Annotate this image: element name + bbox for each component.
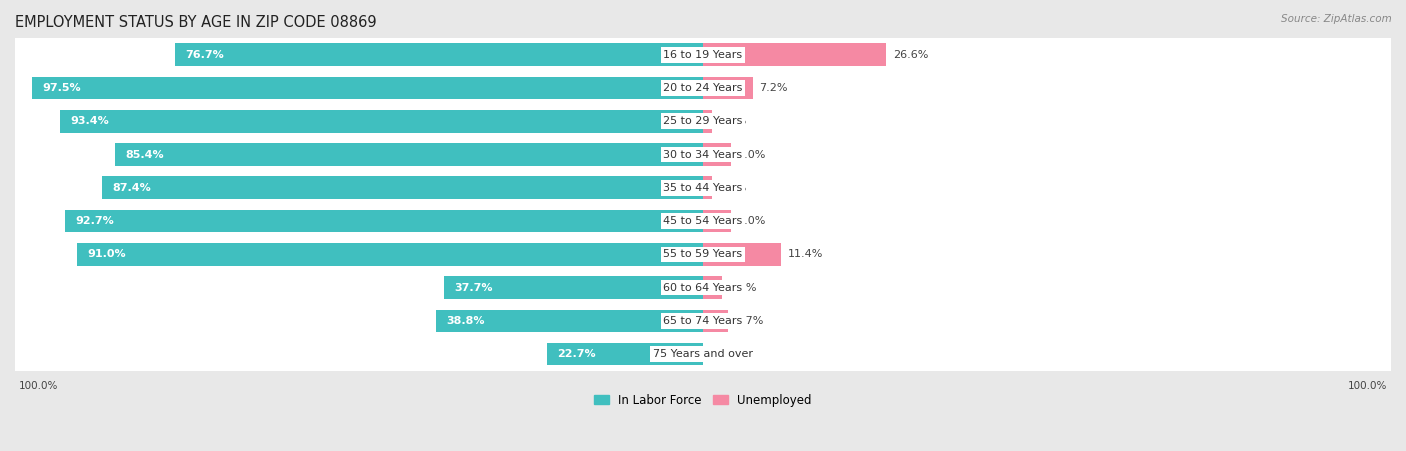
- Text: 1.3%: 1.3%: [718, 116, 747, 126]
- Text: 55 to 59 Years: 55 to 59 Years: [664, 249, 742, 259]
- Bar: [444, 276, 703, 299]
- Text: 93.4%: 93.4%: [70, 116, 110, 126]
- FancyBboxPatch shape: [14, 218, 1392, 290]
- Bar: [703, 243, 782, 266]
- Text: 26.6%: 26.6%: [893, 50, 928, 60]
- Text: 91.0%: 91.0%: [87, 249, 127, 259]
- Text: 1.3%: 1.3%: [718, 183, 747, 193]
- Bar: [32, 77, 703, 99]
- Legend: In Labor Force, Unemployed: In Labor Force, Unemployed: [589, 389, 817, 411]
- Bar: [703, 309, 728, 332]
- FancyBboxPatch shape: [14, 285, 1392, 357]
- Bar: [176, 43, 703, 66]
- FancyBboxPatch shape: [14, 52, 1392, 124]
- Text: 60 to 64 Years: 60 to 64 Years: [664, 283, 742, 293]
- Text: 45 to 54 Years: 45 to 54 Years: [664, 216, 742, 226]
- Text: 4.0%: 4.0%: [737, 216, 766, 226]
- Text: 97.5%: 97.5%: [42, 83, 82, 93]
- Text: EMPLOYMENT STATUS BY AGE IN ZIP CODE 08869: EMPLOYMENT STATUS BY AGE IN ZIP CODE 088…: [15, 15, 377, 30]
- Text: 0.0%: 0.0%: [710, 349, 738, 359]
- Text: 16 to 19 Years: 16 to 19 Years: [664, 50, 742, 60]
- Bar: [115, 143, 703, 166]
- Text: 37.7%: 37.7%: [454, 283, 492, 293]
- FancyBboxPatch shape: [14, 19, 1392, 91]
- Bar: [703, 143, 731, 166]
- Bar: [703, 43, 886, 66]
- Text: 7.2%: 7.2%: [759, 83, 787, 93]
- Bar: [436, 309, 703, 332]
- Text: 85.4%: 85.4%: [125, 150, 165, 160]
- FancyBboxPatch shape: [14, 119, 1392, 190]
- Text: 20 to 24 Years: 20 to 24 Years: [664, 83, 742, 93]
- Text: 11.4%: 11.4%: [789, 249, 824, 259]
- Text: 87.4%: 87.4%: [112, 183, 150, 193]
- FancyBboxPatch shape: [14, 185, 1392, 257]
- Text: 100.0%: 100.0%: [1348, 381, 1388, 391]
- Text: 75 Years and over: 75 Years and over: [652, 349, 754, 359]
- Bar: [60, 110, 703, 133]
- Bar: [703, 77, 752, 99]
- Text: 4.0%: 4.0%: [737, 150, 766, 160]
- Text: Source: ZipAtlas.com: Source: ZipAtlas.com: [1281, 14, 1392, 23]
- Text: 2.7%: 2.7%: [728, 283, 756, 293]
- Bar: [703, 276, 721, 299]
- Bar: [703, 176, 711, 199]
- Bar: [547, 343, 703, 365]
- Text: 30 to 34 Years: 30 to 34 Years: [664, 150, 742, 160]
- Bar: [65, 210, 703, 232]
- Bar: [703, 210, 731, 232]
- Text: 100.0%: 100.0%: [18, 381, 58, 391]
- Text: 25 to 29 Years: 25 to 29 Years: [664, 116, 742, 126]
- Bar: [703, 110, 711, 133]
- Text: 35 to 44 Years: 35 to 44 Years: [664, 183, 742, 193]
- Text: 65 to 74 Years: 65 to 74 Years: [664, 316, 742, 326]
- FancyBboxPatch shape: [14, 318, 1392, 390]
- Bar: [101, 176, 703, 199]
- Text: 76.7%: 76.7%: [186, 50, 225, 60]
- Bar: [77, 243, 703, 266]
- Text: 92.7%: 92.7%: [76, 216, 114, 226]
- FancyBboxPatch shape: [14, 152, 1392, 224]
- Text: 38.8%: 38.8%: [446, 316, 485, 326]
- Text: 22.7%: 22.7%: [557, 349, 596, 359]
- Text: 3.7%: 3.7%: [735, 316, 763, 326]
- FancyBboxPatch shape: [14, 85, 1392, 157]
- FancyBboxPatch shape: [14, 252, 1392, 323]
